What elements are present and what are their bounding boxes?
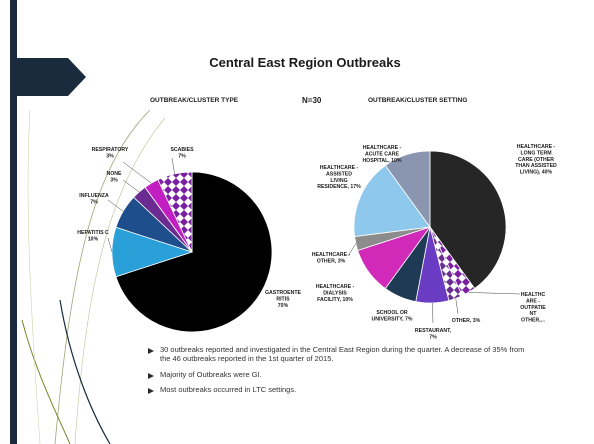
- pie-label-line: SCABIES: [170, 147, 194, 153]
- pie-label-line: RESTAURANT,: [415, 328, 452, 334]
- pie-label-line: OTHER,...: [521, 318, 545, 324]
- bullet-item: Most outbreaks occurred in LTC settings.: [146, 385, 526, 395]
- pie-label-line: 10%: [88, 236, 99, 242]
- pie-label-restaurant: RESTAURANT, 7%: [415, 328, 452, 340]
- pie-label-school-or-university: SCHOOL OR UNIVERSITY, 7%: [372, 310, 413, 322]
- pie-label-line: HEALTHCARE -: [316, 284, 355, 290]
- decor-swoosh-1: [54, 109, 151, 444]
- pie-label-line: NT: [530, 311, 538, 317]
- decor-swoosh-4: [21, 319, 71, 444]
- pie-chart-setting: HEALTHCARE -LONG TERM CARE (OTHER THAN ASS…: [312, 144, 557, 340]
- pie-label-line: RITIS: [276, 296, 290, 302]
- decor-swoosh-3: [59, 299, 111, 444]
- pie-slice-gastroenteritis: [115, 171, 273, 333]
- leader-line: [347, 243, 357, 257]
- pie-label-healthcare-assisted-living-residence: HEALTHCARE -ASSISTED LIVING RESIDENCE, 17%: [317, 165, 361, 190]
- pie-label-line: 70%: [278, 303, 289, 309]
- leader-line: [122, 179, 140, 193]
- leader-line: [122, 161, 152, 184]
- pie-label-line: HEALTHCARE -: [517, 144, 556, 150]
- pie-label-healthcare-other: HEALTHCARE -OTHER, 3%: [312, 252, 351, 264]
- pie-label-line: HEALTHCARE -: [320, 165, 359, 171]
- n-count-label: N=30: [302, 96, 322, 105]
- pie-label-line: HEALTHCARE -: [363, 145, 402, 151]
- left-accent-bar: [10, 0, 17, 444]
- pie-label-line: 3%: [110, 177, 118, 183]
- pie-label-line: UNIVERSITY, 7%: [372, 316, 413, 322]
- pie-label-line: FACILITY, 10%: [317, 297, 353, 303]
- pie-label-other: OTHER, 3%: [452, 318, 481, 324]
- pie-label-line: DIALYSIS: [323, 290, 347, 296]
- leader-line: [455, 298, 459, 315]
- decor-swoosh-5: [27, 109, 41, 444]
- pie-label-line: HOSPITAL, 10%: [362, 158, 401, 164]
- pie-label-line: RESIDENCE, 17%: [317, 184, 361, 190]
- pie-label-line: HEPATITIS C: [77, 230, 109, 236]
- pie-slice-scabies: [157, 171, 193, 253]
- pie-label-healthcare-outpatient-other: HEALTHC ARE -OUTPATIE NT OTHER,...: [520, 292, 546, 324]
- pie-label-line: INFLUENZA: [79, 193, 109, 199]
- pie-slice-healthcare-assisted-living-residence: [353, 164, 431, 237]
- pie-slice-healthcare-acute-care-hospital: [384, 150, 431, 229]
- pie-label-scabies: SCABIES 7%: [170, 147, 194, 159]
- pie-label-line: LONG TERM: [520, 150, 551, 156]
- pie-label-hepatitis-c: HEPATITIS C 10%: [77, 230, 109, 242]
- pie-label-healthcare-dialysis-facility: HEALTHCARE -DIALYSIS FACILITY, 10%: [316, 284, 355, 303]
- pie-label-respiratory: RESPIRATORY 3%: [92, 147, 129, 159]
- pie-label-line: HEALTHCARE -: [312, 252, 351, 258]
- pie-label-line: SCHOOL OR: [376, 310, 408, 316]
- pie-label-line: OTHER, 3%: [452, 318, 481, 324]
- pie-label-line: LIVING: [330, 178, 347, 184]
- decor-swoosh-2: [74, 117, 166, 444]
- pie-label-line: ARE -: [526, 298, 540, 304]
- pie-slice-healthcare-long-term-care-other-than-assisted-living: [429, 150, 507, 290]
- pie-label-line: THAN ASSISTED: [515, 163, 557, 169]
- pie-label-gastroenteritis: GASTROENTE RITIS 70%: [265, 290, 302, 309]
- bullet-item: Majority of Outbreaks were GI.: [146, 370, 526, 380]
- pie-label-line: HEALTHC: [521, 292, 546, 298]
- pie-label-line: RESPIRATORY: [92, 147, 129, 153]
- pie-label-line: ACUTE CARE: [365, 151, 400, 157]
- bullet-list: 30 outbreaks reported and investigated i…: [146, 345, 526, 401]
- header-arrow-shape: [10, 58, 86, 96]
- pie-label-influenza: INFLUENZA 7%: [79, 193, 109, 205]
- pie-label-line: 7%: [90, 199, 98, 205]
- slide-title: Central East Region Outbreaks: [209, 55, 401, 70]
- pie-label-line: GASTROENTE: [265, 290, 302, 296]
- pie-label-healthcare-long-term-care-other-than-assisted-living: HEALTHCARE -LONG TERM CARE (OTHER THAN ASS…: [515, 144, 557, 176]
- pie-label-line: LIVING), 40%: [520, 170, 553, 176]
- pie-label-line: ASSISTED: [326, 171, 352, 177]
- pie-label-line: OTHER, 3%: [317, 258, 346, 264]
- leader-line: [171, 157, 175, 174]
- pie-label-healthcare-acute-care-hospital: HEALTHCARE -ACUTE CARE HOSPITAL, 10%: [362, 145, 401, 164]
- chart-title-setting: OUTBREAK/CLUSTER SETTING: [368, 97, 468, 104]
- leader-line: [107, 237, 113, 253]
- leader-line: [107, 199, 124, 212]
- pie-label-line: 3%: [106, 153, 114, 159]
- pie-label-line: 7%: [429, 334, 437, 340]
- bullet-item: 30 outbreaks reported and investigated i…: [146, 345, 526, 364]
- pie-chart-type: GASTROENTE RITIS 70% HEPATITIS C 10% INFLUENZ…: [77, 147, 302, 333]
- pie-label-line: OUTPATIE: [520, 305, 546, 311]
- leader-line: [468, 292, 521, 295]
- chart-title-type: OUTBREAK/CLUSTER TYPE: [150, 97, 239, 104]
- pie-label-line: NONE: [107, 171, 123, 177]
- leader-line: [432, 302, 434, 324]
- pie-label-none: NONE 3%: [107, 171, 123, 183]
- pie-label-line: CARE (OTHER: [518, 157, 554, 163]
- pie-label-line: 7%: [178, 153, 186, 159]
